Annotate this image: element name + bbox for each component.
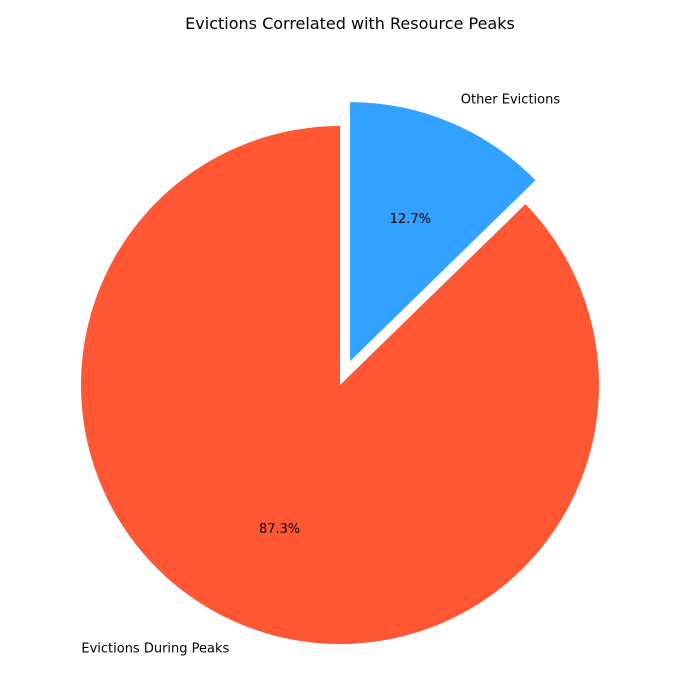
pie-slice-0 (80, 126, 599, 644)
pie-slices (80, 102, 599, 644)
pie-slice-1 (350, 102, 536, 362)
pie-labels: 87.3% Evictions During Peaks 12.7% Other Ev… (81, 93, 560, 657)
pie-slice-label-0: Evictions During Peaks (81, 642, 229, 657)
pie-percent-label-1: 12.7% (390, 212, 431, 227)
chart-title: Evictions Correlated with Resource Peaks (185, 14, 515, 33)
pie-slice-label-1: Other Evictions (461, 93, 561, 108)
pie-percent-label-0: 87.3% (259, 522, 300, 537)
